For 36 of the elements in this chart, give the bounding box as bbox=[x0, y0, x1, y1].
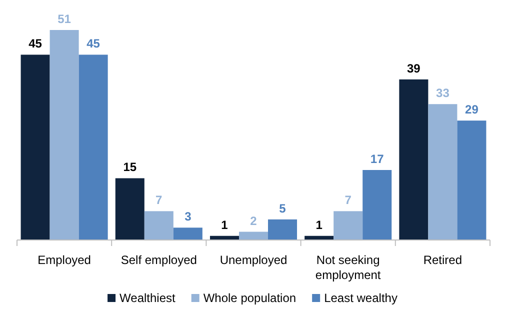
bar bbox=[115, 178, 144, 240]
bar bbox=[144, 211, 174, 240]
data-label: 39 bbox=[407, 61, 421, 76]
bar bbox=[399, 79, 428, 240]
x-tick-label: Unemployed bbox=[220, 253, 288, 267]
data-label: 1 bbox=[221, 218, 228, 232]
data-label: 1 bbox=[316, 218, 323, 232]
data-label: 17 bbox=[370, 152, 384, 166]
bar bbox=[268, 219, 298, 240]
data-label: 7 bbox=[344, 193, 352, 208]
data-label: 2 bbox=[250, 214, 258, 228]
data-label: 3 bbox=[184, 210, 192, 224]
data-label: 45 bbox=[86, 36, 100, 51]
x-tick-label: Self employed bbox=[120, 253, 197, 267]
x-tick-label: Retired bbox=[423, 253, 462, 267]
bar bbox=[334, 211, 363, 240]
data-label: 15 bbox=[123, 160, 137, 174]
bar bbox=[428, 104, 458, 240]
bar bbox=[20, 54, 50, 240]
x-tick-label: Not seeking employment bbox=[315, 253, 382, 282]
bar bbox=[173, 228, 202, 240]
data-label: 45 bbox=[28, 36, 42, 51]
data-label: 7 bbox=[156, 193, 163, 208]
legend-label: Least wealthy bbox=[324, 291, 398, 305]
bar bbox=[78, 54, 108, 240]
bar bbox=[362, 170, 392, 240]
data-label: 51 bbox=[58, 12, 72, 26]
legend-label: Wealthiest bbox=[120, 291, 176, 305]
data-label: 5 bbox=[279, 201, 286, 216]
bar bbox=[457, 120, 486, 240]
data-label: 29 bbox=[465, 102, 479, 117]
bar bbox=[50, 30, 79, 240]
data-label: 33 bbox=[436, 86, 450, 100]
x-tick-label: Employed bbox=[38, 253, 91, 267]
bar bbox=[238, 232, 268, 240]
legend-label: Whole population bbox=[203, 291, 296, 305]
